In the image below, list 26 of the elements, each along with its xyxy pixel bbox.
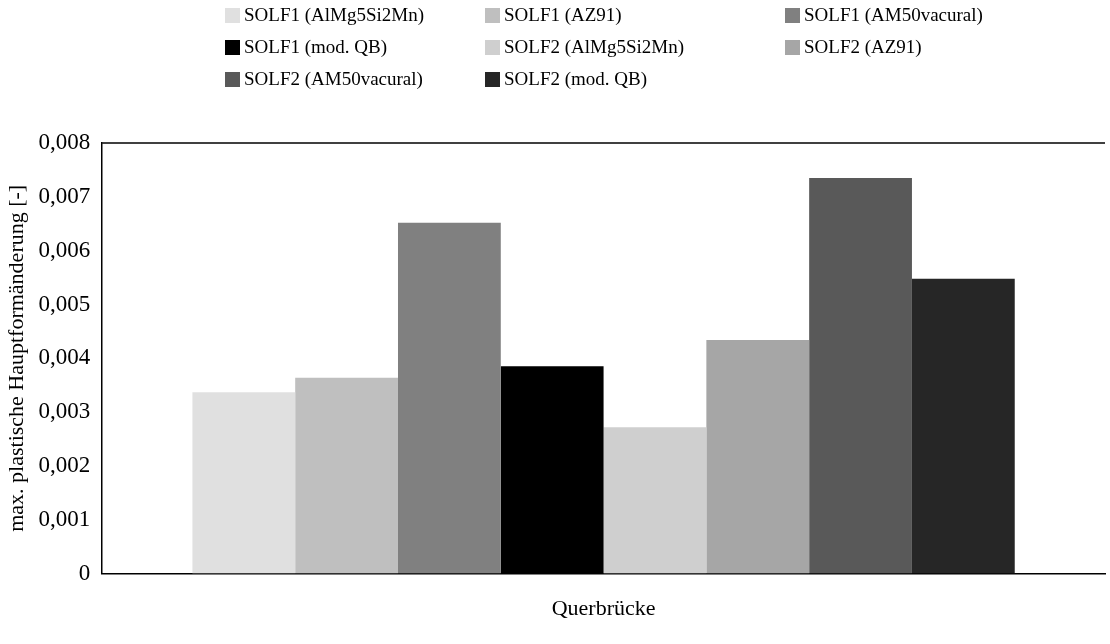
- y-tick-label: 0,003: [38, 398, 91, 424]
- y-tick-label: 0,004: [38, 344, 91, 370]
- bar: [911, 278, 1015, 574]
- y-tick-label: 0,001: [38, 505, 91, 531]
- y-tick-label: 0,006: [38, 236, 91, 262]
- legend-label: SOLF2 (AlMg5Si2Mn): [504, 36, 684, 58]
- legend-label: SOLF2 (AM50vacural): [244, 68, 423, 90]
- legend-label: SOLF1 (AM50vacural): [804, 4, 983, 26]
- bar: [809, 177, 912, 574]
- legend-label: SOLF2 (AZ91): [804, 36, 922, 58]
- bar: [706, 340, 810, 574]
- bar: [603, 427, 707, 574]
- bar: [295, 377, 398, 574]
- y-tick-label: 0,008: [38, 129, 91, 155]
- y-tick-label: 0: [78, 559, 91, 585]
- legend-label: SOLF1 (AZ91): [504, 4, 622, 26]
- y-tick-label: 0,005: [38, 290, 91, 316]
- y-axis-title: max. plastische Hauptformänderung [-]: [2, 184, 28, 532]
- bar: [397, 222, 501, 574]
- legend-label: SOLF1 (mod. QB): [244, 36, 388, 58]
- bar: [192, 392, 296, 574]
- y-tick-label: 0,002: [38, 452, 91, 477]
- legend-label: SOLF1 (AlMg5Si2Mn): [244, 4, 424, 26]
- x-tick-label: Querbrücke: [551, 594, 656, 620]
- y-tick-label: 0,007: [38, 182, 91, 208]
- legend-label: SOLF2 (mod. QB): [504, 68, 648, 90]
